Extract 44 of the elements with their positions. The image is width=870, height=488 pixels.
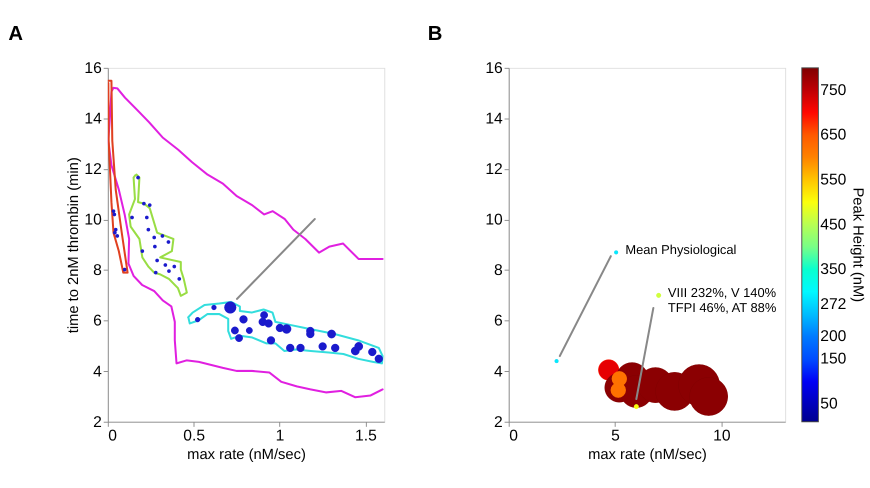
x-tick-label: 10	[713, 428, 731, 445]
line-series	[187, 300, 384, 364]
color-bar-label: 150	[820, 350, 847, 368]
x-tick-label: 1.5	[355, 428, 378, 445]
y-tick-label: 16	[485, 60, 504, 77]
chart-title: A	[8, 23, 24, 46]
y-tick-label: 16	[84, 60, 102, 77]
chart-title: B	[428, 23, 442, 46]
y-tick-label: 2	[93, 414, 102, 431]
line-series	[108, 86, 384, 398]
color-bar-label: 450	[820, 216, 847, 234]
color-bar-label: 50	[820, 395, 838, 412]
color-bar-title: Peak Height (nM)	[849, 187, 866, 302]
color-bar-label: 272	[820, 296, 846, 313]
line-series	[128, 174, 188, 297]
y-tick-label: 8	[93, 262, 102, 280]
x-tick-label: 5	[611, 428, 620, 445]
x-tick-label: 1	[276, 428, 284, 445]
y-tick-label: 12	[485, 161, 503, 178]
annotation: Mean Physiological	[625, 242, 736, 258]
y-tick-label: 6	[93, 312, 102, 330]
color-bar-label: 200	[820, 328, 847, 346]
color-bar-label: 750	[820, 82, 847, 99]
y-tick-label: 14	[84, 110, 102, 128]
y-tick-label: 10	[485, 212, 504, 229]
y-tick-label: 12	[84, 161, 102, 178]
x-axis-title: max rate (nM/sec)	[588, 447, 707, 464]
color-bar-label: 650	[820, 126, 847, 144]
x-tick-label: 0	[509, 428, 518, 445]
x-tick-label: 0.5	[183, 428, 206, 445]
annotation: VIII 232%, V 140% TFPI 46%, AT 88%	[668, 285, 776, 315]
y-tick-label: 14	[485, 110, 504, 128]
y-tick-label: 2	[494, 414, 503, 431]
y-tick-label: 8	[494, 262, 504, 280]
y-tick-label: 4	[93, 363, 102, 380]
y-tick-label: 6	[494, 312, 504, 330]
color-bar-label: 350	[820, 261, 847, 278]
y-tick-label: 4	[494, 363, 504, 380]
y-tick-label: 10	[84, 212, 102, 229]
color-bar-label: 550	[820, 171, 847, 188]
x-axis-title: max rate (nM/sec)	[187, 447, 306, 464]
line-series	[108, 80, 129, 274]
y-axis-title: time to 2nM thrombin (min)	[66, 157, 82, 334]
x-tick-label: 0	[108, 428, 118, 445]
